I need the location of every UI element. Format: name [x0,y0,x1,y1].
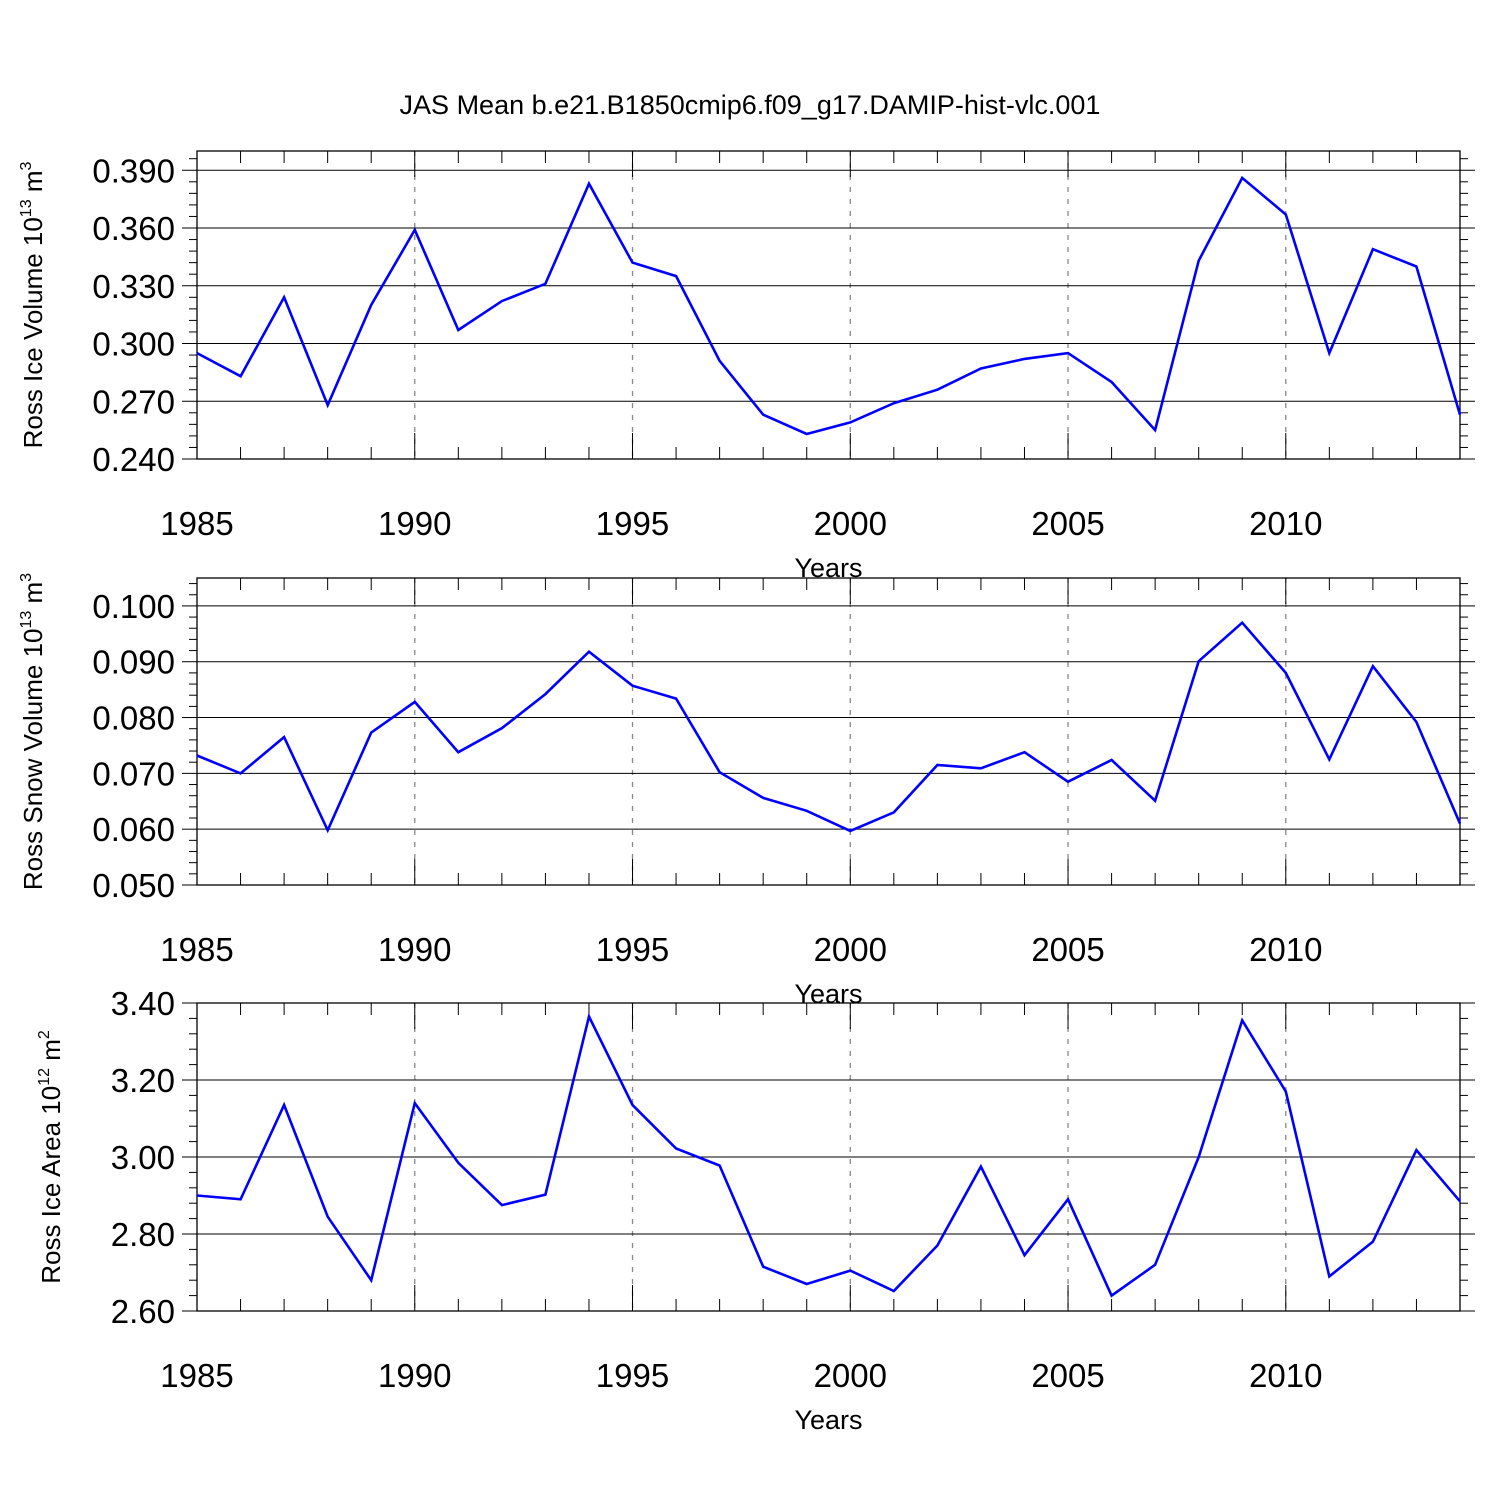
series-line [196,620,1462,834]
y-axis-label-unit-exponent: 3 [18,161,35,170]
x-tick-label: 2005 [1031,1357,1104,1394]
y-axis-label-unit: m [18,170,48,199]
y-axis-label-text: Ross Ice Volume 10 [18,217,48,448]
y-tick-label: 0.080 [92,700,175,737]
x-tick-label: 2010 [1249,1357,1322,1394]
x-tick-label: 1985 [160,1357,233,1394]
x-tick-label: 1990 [378,1357,451,1394]
y-tick-label: 0.060 [92,811,175,848]
plot-frame [196,577,1461,886]
x-axis-label: Years [794,979,862,1009]
x-tick-label: 2010 [1249,505,1322,542]
y-tick-label: 3.00 [111,1139,175,1176]
x-tick-label: 2000 [814,1357,887,1394]
y-axis-label-exponent: 12 [36,1068,53,1086]
x-axis-label: Years [794,1405,862,1435]
x-tick-label: 1995 [596,931,669,968]
x-tick-label: 1985 [160,931,233,968]
y-tick-label: 3.20 [111,1062,175,1099]
y-tick-label: 0.270 [92,383,175,420]
y-tick-label: 0.300 [92,326,175,363]
y-axis-label-text: Ross Ice Area 10 [36,1086,66,1284]
x-tick-label: 2005 [1031,931,1104,968]
figure-title: JAS Mean b.e21.B1850cmip6.f09_g17.DAMIP-… [400,90,1101,120]
y-tick-label: 0.050 [92,867,175,904]
y-tick-label: 0.360 [92,210,175,247]
y-tick-label: 0.070 [92,755,175,792]
y-tick-label: 2.80 [111,1216,175,1253]
x-tick-label: 2010 [1249,931,1322,968]
series-line [196,1012,1461,1298]
y-tick-label: 0.330 [92,268,175,305]
x-tick-label: 1990 [378,505,451,542]
x-tick-label: 2005 [1031,505,1104,542]
y-tick-label: 0.390 [92,152,175,189]
y-axis-label-unit: m [36,1039,66,1068]
plot-frame [196,150,1461,460]
y-tick-label: 0.090 [92,644,175,681]
x-tick-label: 1990 [378,931,451,968]
y-axis-label-unit-exponent: 2 [36,1030,53,1039]
y-axis-label-exponent: 13 [18,199,35,217]
x-tick-label: 2000 [814,931,887,968]
y-tick-label: 3.40 [111,985,175,1022]
chart-panel-1: 0.240 0.270 0.300 0.330 0.360 0.390 1985 1990 19… [18,150,1475,583]
chart-panel-2: 0.050 0.060 0.070 0.080 0.090 0.100 1985 1990 19… [18,573,1475,1009]
x-tick-label: 1995 [596,1357,669,1394]
y-axis-label-unit-exponent: 3 [18,573,35,582]
y-axis-label-exponent: 13 [18,611,35,629]
y-axis-label-unit: m [18,582,48,611]
series-line [196,175,1462,436]
chart-panel-3: 2.60 2.80 3.00 3.20 3.40 1985 1990 1995 2000 2005… [36,985,1475,1435]
y-axis-label: Ross Snow Volume 1013 m3 [18,573,48,890]
x-tick-label: 1985 [160,505,233,542]
x-tick-label: 2000 [814,505,887,542]
y-tick-label: 0.240 [92,441,175,478]
y-tick-label: 0.100 [92,588,175,625]
y-axis-label: Ross Ice Area 1012 m2 [36,1030,66,1284]
y-axis-label: Ross Ice Volume 1013 m3 [18,161,48,448]
y-tick-label: 2.60 [111,1293,175,1330]
y-axis-label-text: Ross Snow Volume 10 [18,629,48,891]
x-tick-label: 1995 [596,505,669,542]
